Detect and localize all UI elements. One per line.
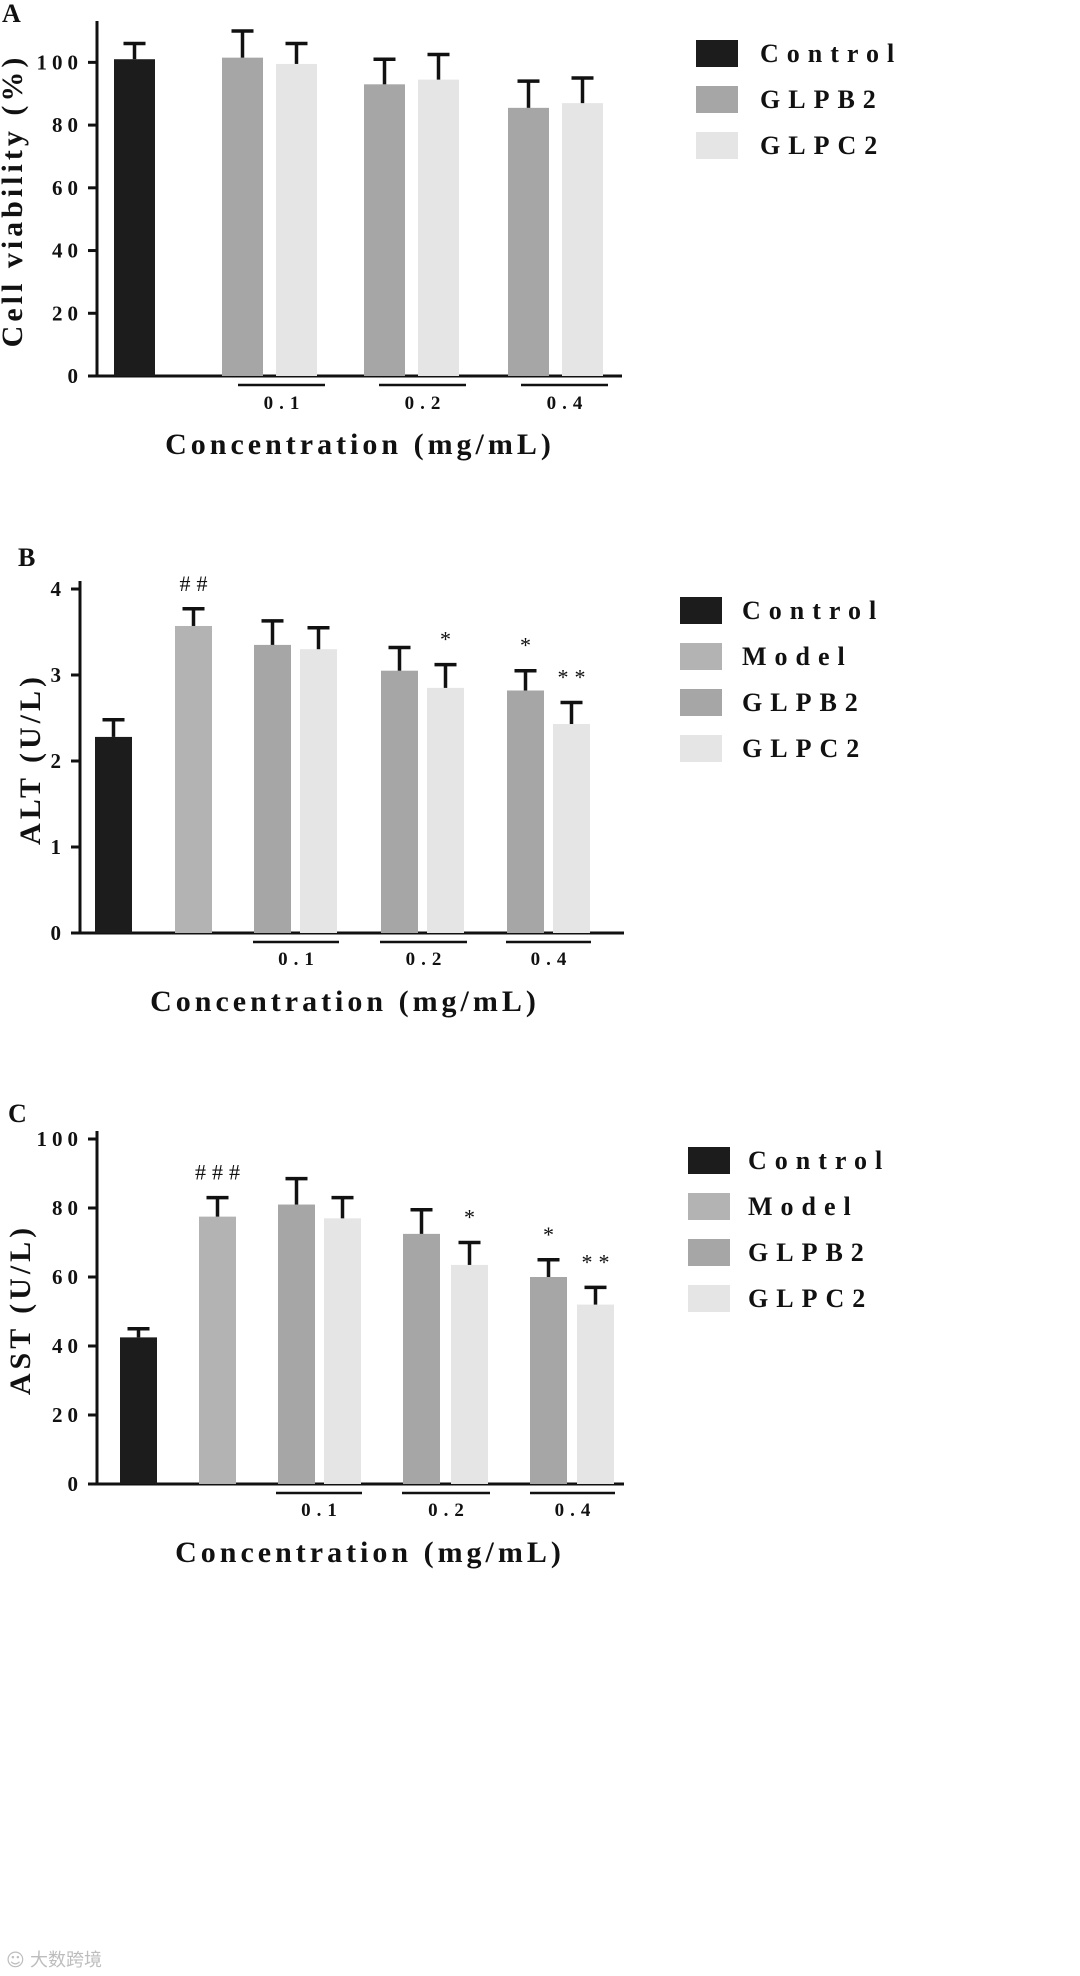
group-label: 0.1: [301, 1500, 343, 1521]
bar-model: [175, 625, 212, 933]
group-label: 0.4: [531, 949, 573, 970]
bar-control: [95, 736, 132, 933]
bar-glpc2-01: [276, 63, 317, 376]
legend-swatch-glpc2: [680, 735, 722, 762]
legend-label-glpc2: GLPC2: [742, 734, 867, 763]
bar-control: [120, 1337, 157, 1484]
significance-mark: *: [464, 1205, 481, 1230]
legend-swatch-control: [680, 597, 722, 624]
y-tick-label: 40: [52, 239, 83, 263]
bar-glpb2-02: [403, 1233, 440, 1484]
bar-model: [199, 1216, 236, 1484]
watermark-icon: ☺: [6, 1950, 25, 1971]
x-axis-title: Concentration (mg/mL): [165, 428, 555, 461]
bar-glpc2-01: [324, 1218, 361, 1484]
legend-label-glpb2: GLPB2: [742, 688, 866, 717]
y-tick-label: 0: [68, 1472, 84, 1496]
y-tick-label: 80: [52, 1196, 83, 1220]
y-tick-label: 4: [51, 577, 67, 601]
legend-swatch-control: [688, 1147, 730, 1174]
legend-label-glpc2: GLPC2: [760, 131, 885, 160]
significance-mark: ##: [180, 571, 214, 596]
legend-label-model: Model: [748, 1192, 859, 1221]
bar-glpb2-04: [530, 1277, 567, 1484]
y-tick-label: 60: [52, 176, 83, 200]
legend-swatch-model: [688, 1193, 730, 1220]
legend-swatch-glpc2: [696, 132, 738, 159]
legend-swatch-glpc2: [688, 1285, 730, 1312]
bar-glpb2-01: [278, 1204, 315, 1484]
y-tick-label: 2: [51, 749, 67, 773]
panel-label-b: B: [18, 543, 35, 572]
group-label: 0.2: [428, 1500, 470, 1521]
bar-glpb2-02: [381, 670, 418, 933]
significance-mark: **: [558, 665, 592, 690]
y-tick-label: 100: [37, 1127, 84, 1151]
legend-swatch-glpb2: [680, 689, 722, 716]
y-axis-title: AST (U/L): [4, 1224, 37, 1395]
y-tick-label: 20: [52, 301, 83, 325]
y-axis-title: Cell viability (%): [0, 54, 29, 348]
legend-label-glpb2: GLPB2: [760, 85, 884, 114]
panel-label-c: C: [8, 1099, 27, 1128]
y-tick-label: 40: [52, 1334, 83, 1358]
bar-glpc2-01: [300, 649, 337, 933]
y-tick-label: 80: [52, 113, 83, 137]
legend-label-control: Control: [748, 1146, 890, 1175]
legend-swatch-glpb2: [688, 1239, 730, 1266]
bar-glpc2-02: [427, 687, 464, 933]
significance-mark: *: [543, 1222, 560, 1247]
group-label: 0.4: [547, 393, 589, 414]
bar-glpb2-01: [222, 57, 263, 377]
legend-swatch-control: [696, 40, 738, 67]
significance-mark: *: [520, 633, 537, 658]
legend-swatch-model: [680, 643, 722, 670]
bar-glpc2-02: [418, 79, 459, 376]
bar-glpb2-01: [254, 644, 291, 933]
x-axis-title: Concentration (mg/mL): [175, 1536, 565, 1569]
y-tick-label: 60: [52, 1265, 83, 1289]
y-tick-label: 100: [37, 50, 84, 74]
x-axis-title: Concentration (mg/mL): [150, 985, 540, 1018]
significance-mark: **: [582, 1249, 616, 1274]
group-label: 0.2: [405, 393, 447, 414]
bar-control: [114, 59, 155, 377]
bar-glpc2-04: [577, 1304, 614, 1484]
watermark-text: 大数跨境: [30, 1950, 102, 1971]
y-tick-label: 20: [52, 1403, 83, 1427]
group-label: 0.4: [555, 1500, 597, 1521]
y-tick-label: 0: [51, 921, 67, 945]
significance-mark: *: [440, 627, 457, 652]
legend-swatch-glpb2: [696, 86, 738, 113]
group-label: 0.1: [264, 393, 306, 414]
legend-label-glpc2: GLPC2: [748, 1284, 873, 1313]
panel-a-cell-viability: A 0 20 40 60 80 100 Cell viability (%) Concentra…: [0, 0, 902, 461]
group-label: 0.1: [278, 949, 320, 970]
bar-glpc2-02: [451, 1264, 488, 1484]
significance-mark: ###: [195, 1160, 246, 1185]
bar-glpc2-04: [553, 724, 590, 933]
legend-label-control: Control: [760, 39, 902, 68]
legend-label-control: Control: [742, 596, 884, 625]
group-label: 0.2: [406, 949, 448, 970]
y-tick-label: 0: [68, 364, 84, 388]
bar-glpb2-02: [364, 84, 405, 377]
legend-label-glpb2: GLPB2: [748, 1238, 872, 1267]
panel-c-ast: C 0 20 40 60 80 100 AST (U/L) Concentration (mg/…: [4, 1099, 890, 1569]
bar-glpb2-04: [508, 107, 549, 376]
bar-glpc2-04: [562, 103, 603, 377]
y-axis-title: ALT (U/L): [14, 673, 47, 845]
panel-label-a: A: [2, 0, 21, 28]
y-tick-label: 1: [51, 835, 67, 859]
legend-label-model: Model: [742, 642, 853, 671]
y-tick-label: 3: [51, 663, 67, 687]
bar-glpb2-04: [507, 690, 544, 933]
